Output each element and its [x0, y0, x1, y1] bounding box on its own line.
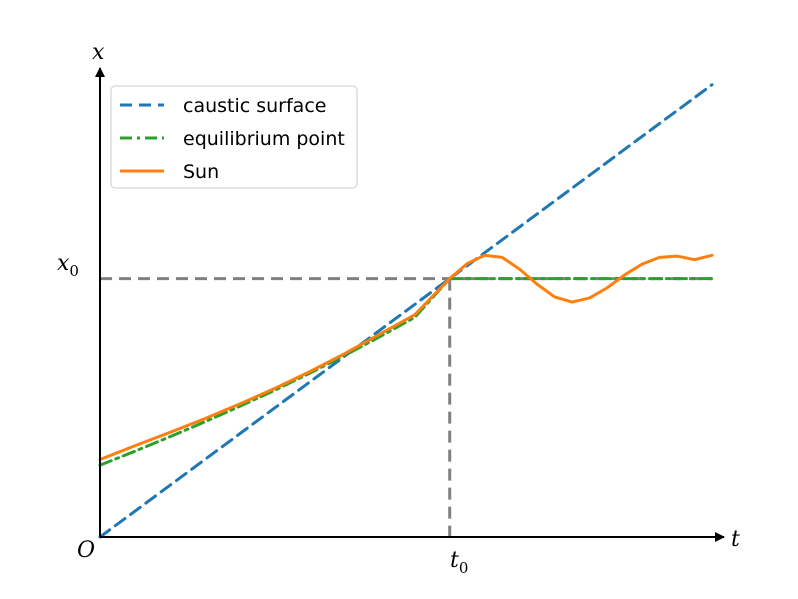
legend-label-sun: Sun: [183, 161, 219, 183]
series-line-sun: [98, 253, 714, 461]
y-axis-label: x: [92, 40, 105, 65]
legend-label-caustic-surface: caustic surface: [183, 95, 326, 117]
reference-lines: [100, 277, 712, 537]
legend-items: caustic surface equilibrium point Sun: [120, 95, 345, 183]
legend: caustic surface equilibrium point Sun: [110, 85, 358, 189]
x-tick-label-main: t: [450, 548, 459, 573]
legend-box: [110, 85, 358, 189]
y-tick-label-subscript: 0: [69, 262, 79, 280]
series-lines: [98, 83, 714, 539]
y-tick-label-x0: x0: [57, 251, 79, 280]
y-tick-label-main: x: [57, 251, 70, 276]
x-axis-label: t: [731, 527, 740, 552]
x-tick-label-t0: t0: [450, 548, 468, 577]
series-line-caustic-surface: [98, 83, 714, 539]
series-line-equilibrium-point: [98, 277, 714, 467]
x-tick-label-subscript: 0: [459, 559, 469, 577]
origin-label: O: [77, 538, 95, 563]
legend-label-equilibrium-point: equilibrium point: [183, 128, 345, 150]
axis-labels: t x O t0 x0: [57, 40, 740, 577]
axes: [95, 67, 725, 542]
plot-area: [95, 67, 725, 542]
